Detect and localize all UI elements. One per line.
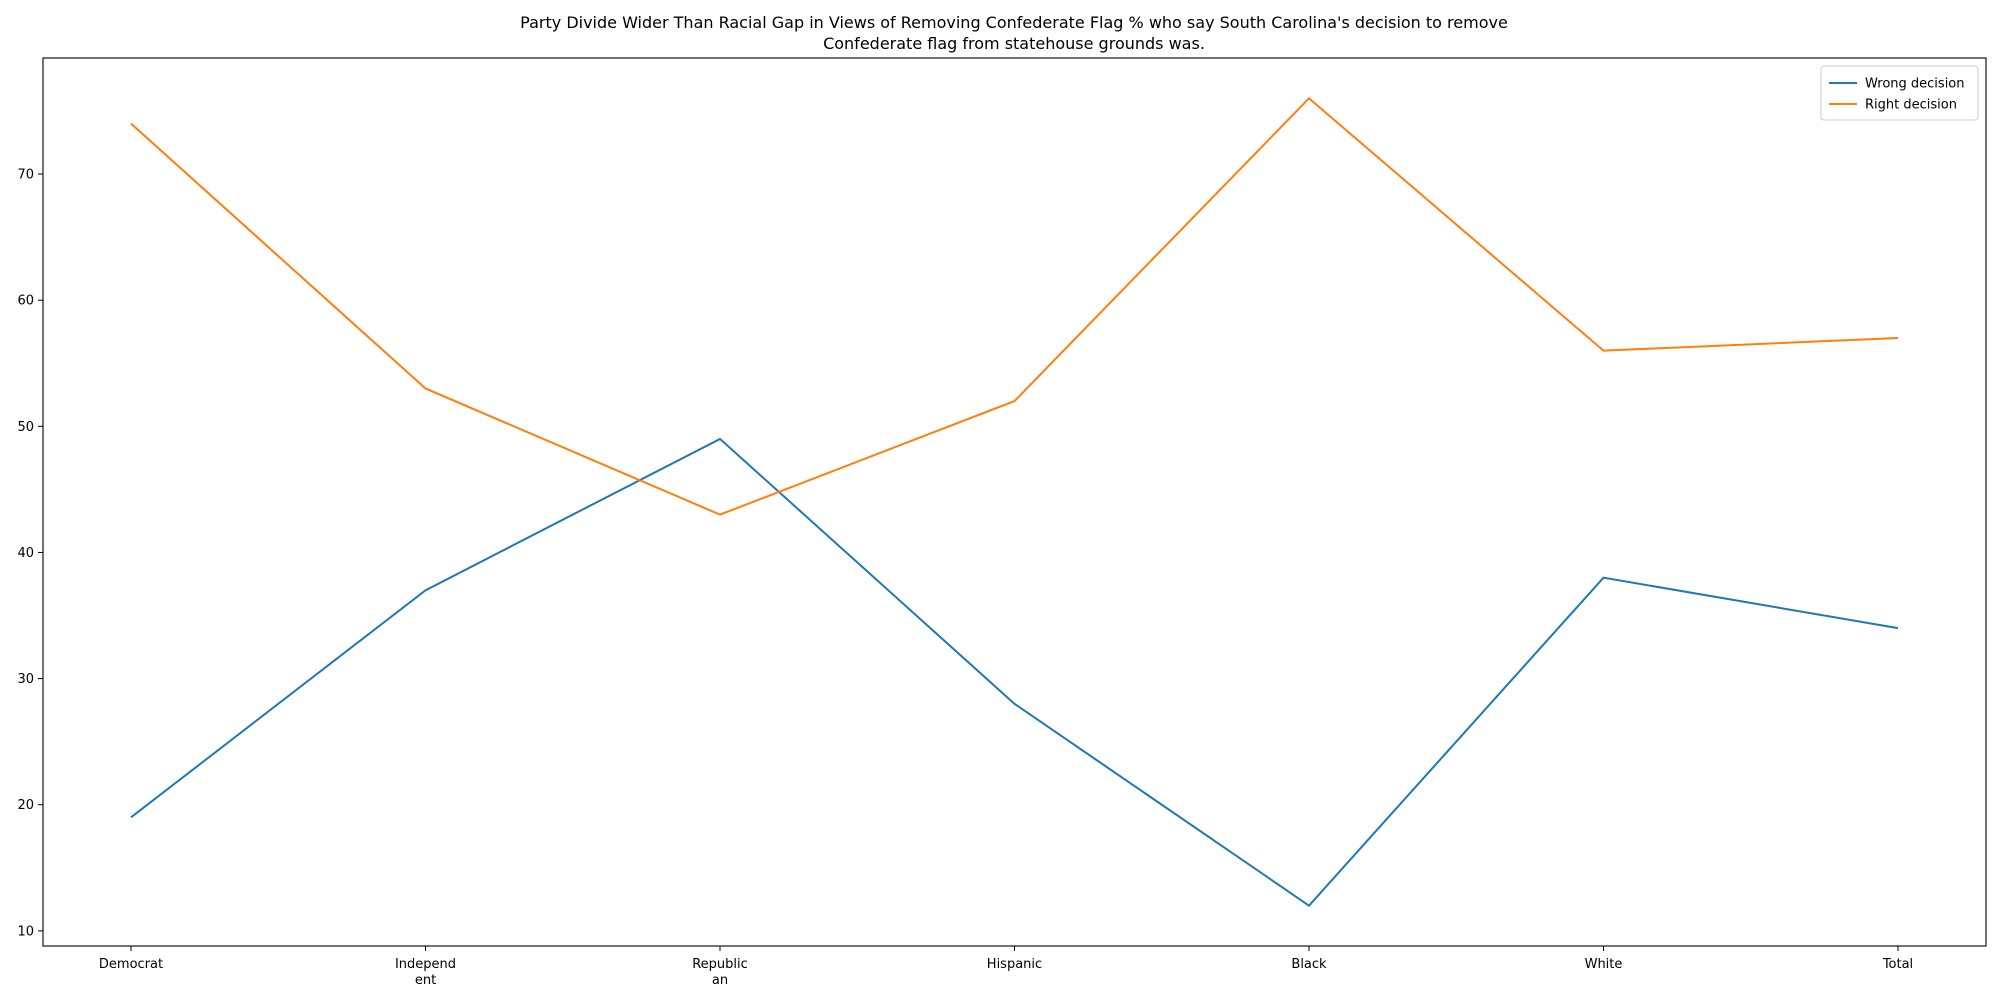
y-tick-label: 20 — [17, 798, 34, 813]
chart-title: Party Divide Wider Than Racial Gap in Vi… — [520, 13, 1508, 53]
x-tick-label: Democrat — [99, 957, 163, 972]
plot-area — [43, 58, 1986, 946]
x-tick-label: Independ — [395, 957, 456, 972]
legend-label: Right decision — [1865, 98, 1957, 113]
x-tick-label: Republic — [692, 957, 748, 972]
legend-label: Wrong decision — [1865, 77, 1965, 92]
y-tick-label: 40 — [17, 546, 34, 561]
y-tick-label: 10 — [17, 924, 34, 939]
y-tick-label: 70 — [17, 168, 34, 183]
series-line — [131, 439, 1898, 906]
y-tick-label: 60 — [17, 294, 34, 309]
chart-title-line: Confederate flag from statehouse grounds… — [823, 34, 1205, 53]
chart-title-line: Party Divide Wider Than Racial Gap in Vi… — [520, 13, 1508, 32]
series-lines — [131, 98, 1898, 905]
x-tick-label: Total — [1882, 957, 1913, 972]
y-axis: 10 20 30 40 50 60 70 — [17, 168, 43, 940]
legend: Wrong decision Right decision — [1821, 66, 1978, 120]
series-line — [131, 98, 1898, 514]
x-tick-label: Black — [1291, 957, 1327, 972]
y-tick-label: 30 — [17, 672, 34, 687]
y-tick-label: 50 — [17, 420, 34, 435]
x-tick-label: White — [1585, 957, 1623, 972]
x-tick-label: Hispanic — [987, 957, 1042, 972]
x-tick-label: an — [712, 973, 728, 988]
x-tick-label: ent — [415, 973, 436, 988]
